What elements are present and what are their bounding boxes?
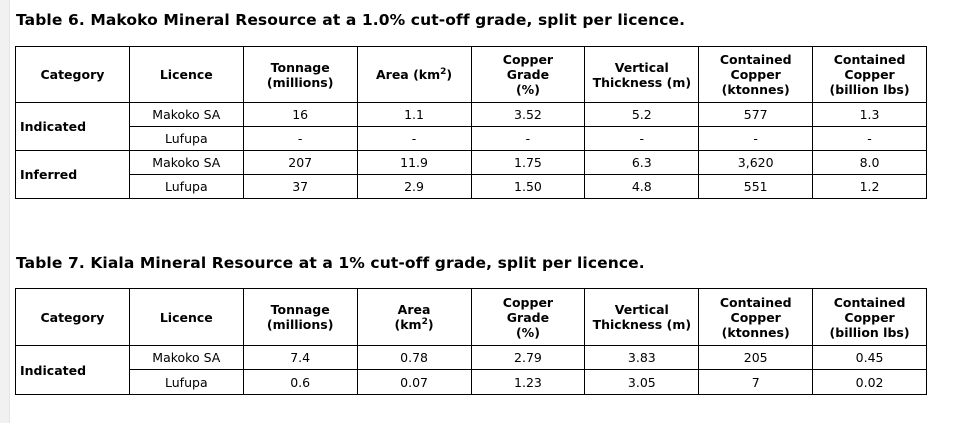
table-6-makoko-resource: Category Licence Tonnage (millions) Area…	[15, 46, 927, 199]
cell: Makoko SA	[128, 345, 244, 370]
cell: 0.6	[242, 369, 358, 395]
cell: 207	[242, 150, 358, 175]
header-area-sup: 2	[440, 67, 447, 77]
category-cell: Indicated	[15, 345, 130, 395]
page-left-margin	[0, 0, 10, 423]
cell: Lufupa	[128, 174, 244, 199]
cell: 0.02	[812, 369, 927, 395]
header-area-suffix: )	[446, 67, 453, 82]
cell: 11.9	[356, 150, 472, 175]
cell: 5.2	[584, 102, 700, 127]
header-category: Category	[15, 288, 130, 346]
table-row: Lufupa 37 2.9 1.50 4.8 551 1.2	[16, 174, 927, 199]
table-row: Indicated Makoko SA 7.4 0.78 2.79 3.83 2…	[15, 345, 927, 395]
header-copper-grade: Copper Grade (%)	[470, 288, 586, 346]
table-6-title: Table 6. Makoko Mineral Resource at a 1.…	[16, 11, 686, 29]
cell: 2.79	[470, 345, 586, 370]
header-vertical-thickness: Vertical Thickness (m)	[584, 46, 700, 103]
cell: 3.05	[584, 369, 700, 395]
header-area-sup: 2	[421, 317, 428, 327]
header-licence: Licence	[128, 46, 244, 103]
cell: -	[584, 126, 700, 151]
cell: 7.4	[242, 345, 358, 370]
cell: -	[812, 126, 927, 151]
header-tonnage: Tonnage (millions)	[242, 288, 358, 346]
header-area: Area (km2)	[356, 288, 472, 346]
cell: Makoko SA	[128, 102, 244, 127]
cell: 1.1	[356, 102, 472, 127]
cell: 37	[242, 174, 358, 199]
header-area-suffix: )	[427, 317, 434, 332]
cell: -	[356, 126, 472, 151]
cell: 8.0	[812, 150, 927, 175]
category-cell: Inferred	[15, 150, 130, 199]
cell: 551	[698, 174, 814, 199]
cell: Makoko SA	[128, 150, 244, 175]
cell: 0.07	[356, 369, 472, 395]
header-contained-copper-kt: Contained Copper (ktonnes)	[698, 46, 814, 103]
table-row: Lufupa 0.6 0.07 1.23 3.05 7 0.02	[16, 369, 927, 395]
cell: 1.50	[470, 174, 586, 199]
table-header-row: Category Licence Tonnage (millions) Area…	[15, 288, 927, 346]
cell: 3.83	[584, 345, 700, 370]
header-contained-copper-lbs: Contained Copper (billion lbs)	[812, 288, 927, 346]
cell: 1.23	[470, 369, 586, 395]
cell: 1.75	[470, 150, 586, 175]
table-row: Lufupa - - - - - -	[16, 126, 927, 151]
cell: 0.45	[812, 345, 927, 370]
cell: Lufupa	[128, 126, 244, 151]
cell: 1.2	[812, 174, 927, 199]
header-area: Area (km2)	[356, 46, 472, 103]
table-7-kiala-resource: Category Licence Tonnage (millions) Area…	[15, 288, 927, 395]
header-vertical-thickness: Vertical Thickness (m)	[584, 288, 700, 346]
header-tonnage: Tonnage (millions)	[242, 46, 358, 103]
cell: 205	[698, 345, 814, 370]
cell: 7	[698, 369, 814, 395]
cell: 16	[242, 102, 358, 127]
cell: 4.8	[584, 174, 700, 199]
cell: 3,620	[698, 150, 814, 175]
header-area-label: Area (km	[375, 67, 441, 82]
category-cell: Indicated	[15, 102, 130, 151]
cell: 1.3	[812, 102, 927, 127]
table-7-title: Table 7. Kiala Mineral Resource at a 1% …	[16, 254, 645, 272]
cell: -	[470, 126, 586, 151]
cell: 0.78	[356, 345, 472, 370]
cell: -	[242, 126, 358, 151]
header-contained-copper-kt: Contained Copper (ktonnes)	[698, 288, 814, 346]
cell: 577	[698, 102, 814, 127]
cell: 6.3	[584, 150, 700, 175]
table-row: Indicated Makoko SA 16 1.1 3.52 5.2 577 …	[15, 102, 927, 151]
header-category: Category	[15, 46, 130, 103]
cell: 3.52	[470, 102, 586, 127]
header-licence: Licence	[128, 288, 244, 346]
header-area-label: Area (km	[394, 302, 431, 332]
table-header-row: Category Licence Tonnage (millions) Area…	[15, 46, 927, 103]
header-contained-copper-lbs: Contained Copper (billion lbs)	[812, 46, 927, 103]
cell: Lufupa	[128, 369, 244, 395]
header-copper-grade: Copper Grade (%)	[470, 46, 586, 103]
table-row: Inferred Makoko SA 207 11.9 1.75 6.3 3,6…	[15, 150, 927, 199]
cell: 2.9	[356, 174, 472, 199]
cell: -	[698, 126, 814, 151]
